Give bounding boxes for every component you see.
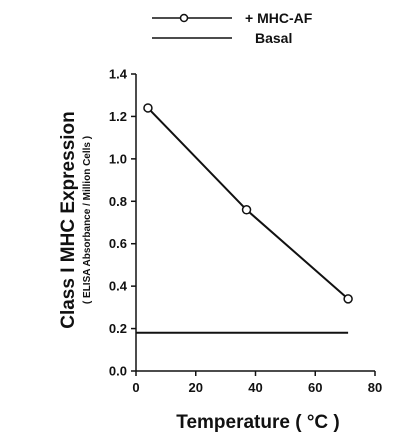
legend-label-mhc-af: + MHC-AF (245, 10, 313, 26)
y-tick-label: 0.2 (109, 321, 127, 336)
axes: 0.0 0.2 0.4 0.6 0.8 1.0 1.2 1.4 0 20 40 60 80 (109, 67, 382, 396)
legend: + MHC-AF Basal (152, 10, 313, 46)
y-tick-label: 0.6 (109, 236, 127, 251)
y-ticks: 0.0 0.2 0.4 0.6 0.8 1.0 1.2 1.4 (109, 67, 136, 379)
x-axis-title: Temperature ( °C ) (176, 412, 340, 433)
data-point-mhc-af (241, 205, 252, 215)
data-point-mhc-af (143, 103, 153, 113)
y-axis-subtitle: ( ELISA Absorbance / Million Cells ) (82, 136, 93, 304)
y-tick-label: 1.2 (109, 109, 127, 124)
y-tick-label: 0.8 (109, 194, 127, 209)
x-tick-label: 40 (248, 380, 262, 395)
y-tick-label: 0.4 (109, 279, 128, 294)
x-ticks: 0 20 40 60 80 (132, 371, 382, 395)
series-line-mhc-af (147, 107, 349, 300)
legend-entry-mhc-af: + MHC-AF (152, 10, 313, 26)
x-tick-label: 60 (308, 380, 322, 395)
data-point-mhc-af (343, 294, 353, 304)
y-tick-label: 1.4 (109, 67, 128, 82)
legend-label-basal: Basal (255, 30, 292, 46)
legend-entry-basal: Basal (152, 30, 292, 46)
plot-area (136, 103, 353, 334)
legend-marker-mhc-af (179, 13, 189, 23)
y-axis-title: Class I MHC Expression (58, 111, 79, 329)
y-tick-label: 1.0 (109, 151, 127, 166)
x-tick-label: 0 (132, 380, 139, 395)
x-tick-label: 20 (189, 380, 203, 395)
y-tick-label: 0.0 (109, 364, 127, 379)
x-tick-label: 80 (368, 380, 382, 395)
